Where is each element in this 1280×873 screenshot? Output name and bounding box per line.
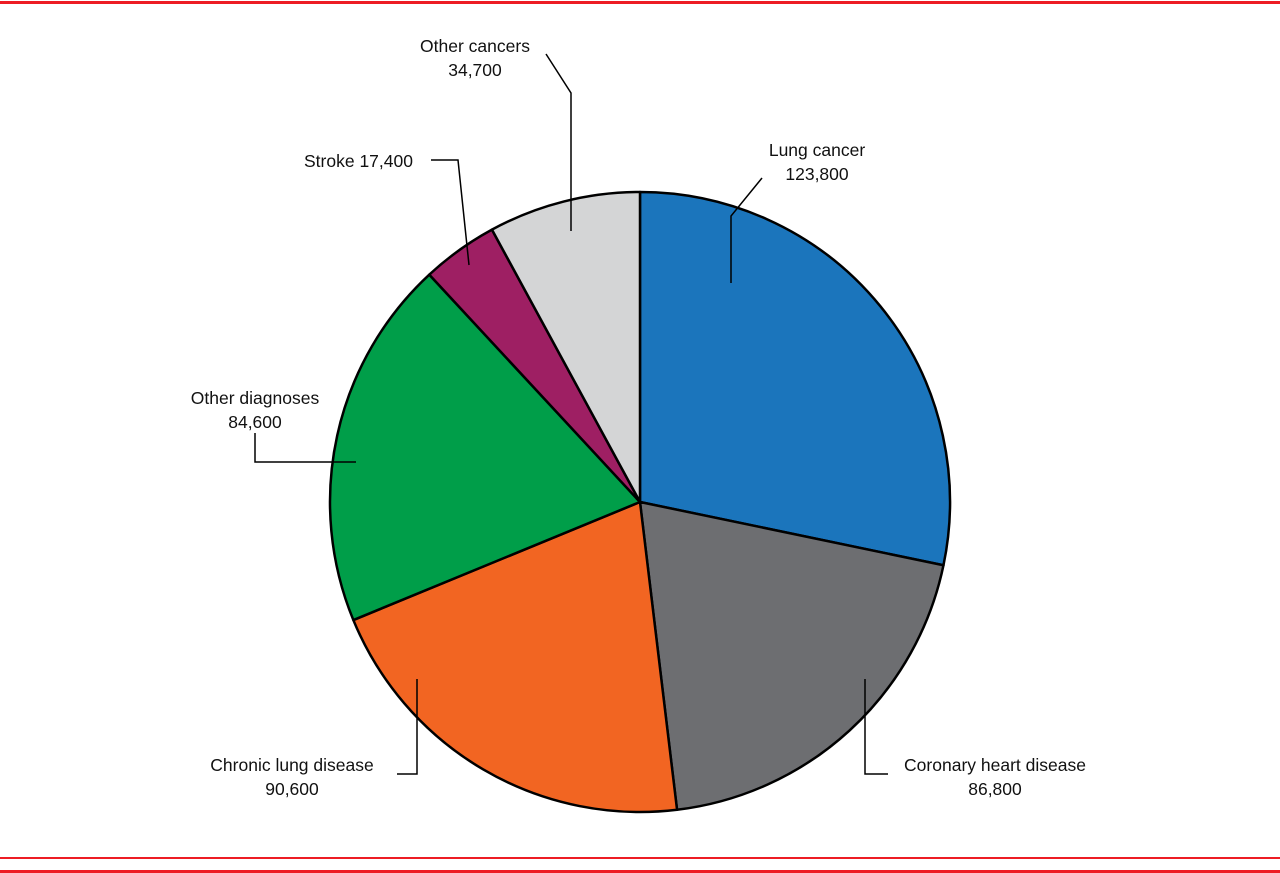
leader-line-stroke xyxy=(431,159,470,266)
pie-slice-other-cancers xyxy=(490,190,642,504)
label-other-diagnoses-value: 84,600 xyxy=(228,412,282,432)
leader-line-other-diagnoses xyxy=(254,433,356,463)
label-other-diagnoses: Other diagnoses 84,600 xyxy=(191,386,319,434)
label-coronary-heart-disease: Coronary heart disease 86,800 xyxy=(904,753,1086,801)
label-other-cancers: Other cancers 34,700 xyxy=(420,34,530,82)
leader-line-other-cancers xyxy=(545,53,572,231)
leader-lines xyxy=(254,53,888,775)
label-other-diagnoses-name: Other diagnoses xyxy=(190,388,320,408)
label-stroke-name: Stroke xyxy=(304,151,355,171)
label-other-cancers-value: 34,700 xyxy=(448,60,502,80)
bottom-edge-rule xyxy=(0,870,1280,873)
label-lung-cancer-value: 123,800 xyxy=(785,164,849,184)
bottom-rule xyxy=(0,857,1280,859)
pie-slice-other-diagnoses xyxy=(328,273,642,622)
leader-line-chronic-lung-disease xyxy=(397,679,418,775)
label-stroke: Stroke 17,400 xyxy=(304,149,413,173)
pie-slice-lung-cancer xyxy=(638,190,952,567)
label-coronary-heart-disease-name: Coronary heart disease xyxy=(904,755,1086,775)
label-other-cancers-name: Other cancers xyxy=(420,36,530,56)
label-lung-cancer-name: Lung cancer xyxy=(768,140,866,160)
label-chronic-lung-disease-value: 90,600 xyxy=(265,779,319,799)
top-rule xyxy=(0,1,1280,4)
label-chronic-lung-disease-name: Chronic lung disease xyxy=(210,755,374,775)
leader-line-coronary-heart-disease xyxy=(864,679,888,775)
label-coronary-heart-disease-value: 86,800 xyxy=(968,779,1022,799)
label-lung-cancer: Lung cancer 123,800 xyxy=(769,138,865,186)
label-chronic-lung-disease: Chronic lung disease 90,600 xyxy=(210,753,373,801)
pie-slice-chronic-lung-disease xyxy=(352,500,679,814)
leader-line-lung-cancer xyxy=(730,177,763,283)
pie-slices xyxy=(328,190,952,814)
pie-slice-coronary-heart-disease xyxy=(638,500,945,812)
label-stroke-value: 17,400 xyxy=(359,151,413,171)
